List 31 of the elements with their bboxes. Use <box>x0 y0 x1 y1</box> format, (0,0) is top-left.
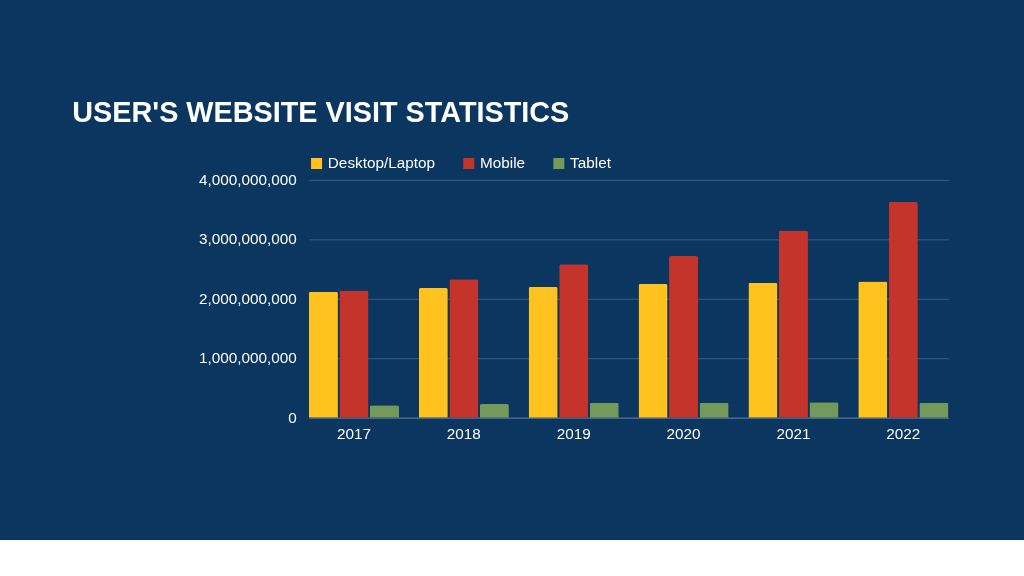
x-tick-label: 2018 <box>446 424 481 442</box>
bar <box>339 290 369 418</box>
x-tick-label: 2020 <box>666 424 701 442</box>
x-tick-label: 2022 <box>886 424 921 442</box>
bar <box>528 286 558 418</box>
y-tick-label: 4,000,000,000 <box>198 170 297 188</box>
bar <box>449 279 479 418</box>
bar <box>669 256 699 418</box>
bar <box>308 291 338 418</box>
bar <box>888 201 918 418</box>
x-tick-label: 2021 <box>776 424 811 442</box>
bar <box>748 282 778 418</box>
y-tick-label: 0 <box>288 408 297 426</box>
bar <box>638 283 668 418</box>
bar <box>858 281 888 418</box>
bar <box>479 404 509 418</box>
bar <box>418 288 448 418</box>
bar <box>559 264 589 418</box>
bar <box>778 230 808 418</box>
legend-label: Desktop/Laptop <box>327 154 435 172</box>
bar <box>919 402 949 418</box>
chart-title: USER'S WEBSITE VISIT STATISTICS <box>72 96 570 129</box>
legend-label: Mobile <box>480 154 526 172</box>
bar <box>589 402 619 418</box>
legend-label: Tablet <box>570 154 612 172</box>
bar <box>699 402 729 418</box>
x-tick-label: 2019 <box>556 424 591 442</box>
x-tick-label: 2017 <box>336 424 371 442</box>
y-tick-label: 1,000,000,000 <box>198 349 297 367</box>
y-tick-label: 2,000,000,000 <box>198 289 297 307</box>
y-tick-label: 3,000,000,000 <box>198 230 297 248</box>
